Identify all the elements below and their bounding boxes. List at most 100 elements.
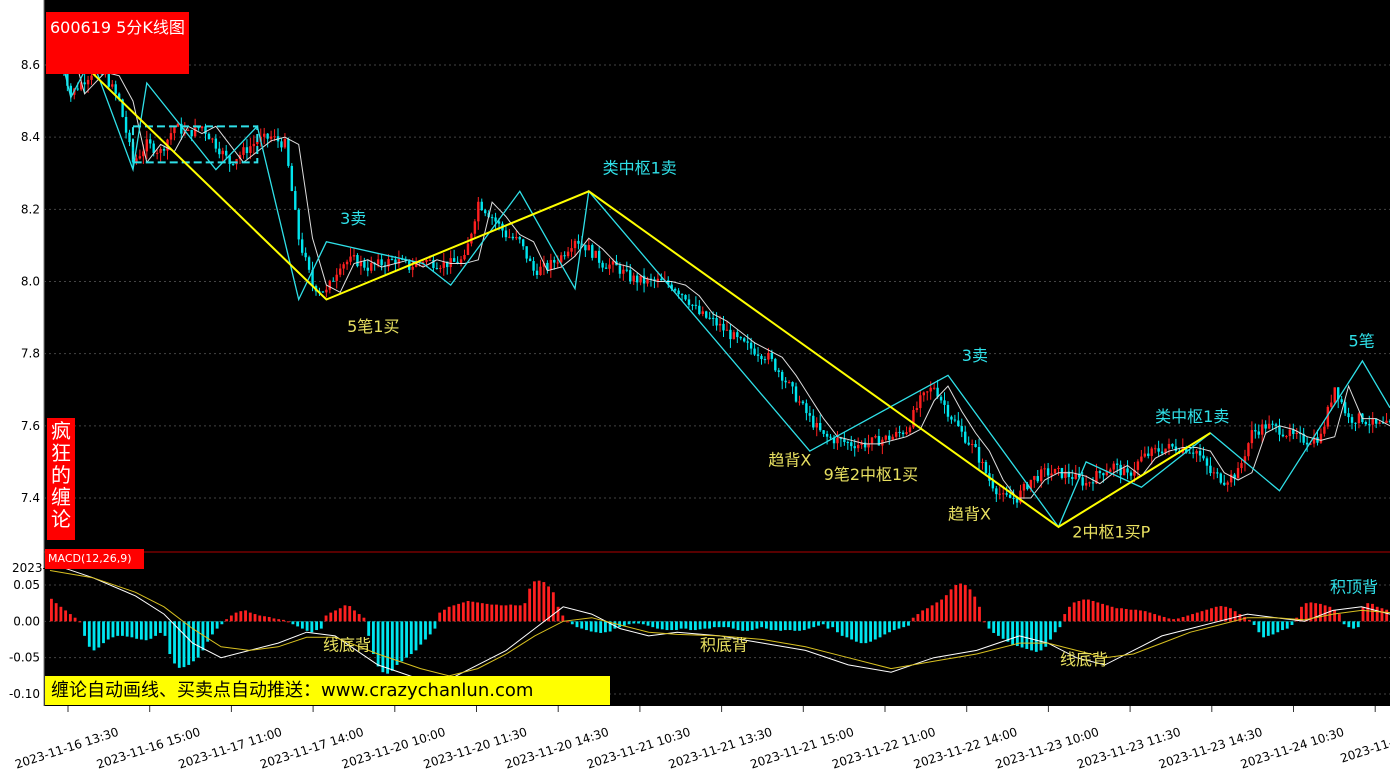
macd-bar (774, 621, 778, 631)
candle-body (1153, 448, 1157, 450)
candle-body (767, 352, 770, 360)
macd-bar (1271, 621, 1275, 635)
macd-bar (1086, 599, 1090, 622)
candle-body (929, 387, 932, 392)
macd-bar (1181, 616, 1185, 622)
candle-body (376, 259, 380, 265)
y-tick-label: 8.2 (21, 202, 40, 216)
macd-bar (329, 612, 333, 622)
candle-body (594, 250, 597, 258)
macd-bar (1167, 618, 1171, 622)
candle-body (1119, 464, 1122, 476)
annotation-label: 9笔2中枢1买 (824, 465, 919, 484)
candle-body (829, 436, 832, 438)
macd-bar (206, 621, 210, 642)
macd-bar (1318, 603, 1322, 622)
y-tick-label: 7.4 (21, 491, 40, 505)
macd-bar (940, 599, 944, 622)
candle-body (128, 132, 131, 143)
candle-body (1247, 443, 1250, 457)
candle-body (774, 358, 777, 371)
macd-bar (594, 621, 598, 633)
candle-body (124, 116, 128, 133)
candle-body (856, 444, 860, 449)
candle-body (86, 79, 90, 85)
macd-bar (603, 621, 607, 633)
macd-bar (930, 605, 934, 622)
candle-body (1371, 418, 1374, 425)
candle-body (497, 221, 501, 224)
macd-bar (528, 588, 532, 622)
macd-bar (561, 615, 565, 622)
macd-bar (1096, 602, 1100, 622)
candle-body (211, 138, 214, 140)
candle-body (1305, 442, 1309, 445)
candle-body (532, 261, 535, 271)
macd-bar (665, 621, 669, 631)
candle-body (846, 442, 850, 444)
candle-body (152, 143, 155, 154)
macd-bar (902, 621, 906, 628)
macd-bar (263, 616, 266, 622)
side-badge-char: 论 (51, 507, 71, 531)
candle-body (943, 400, 946, 405)
macd-bar (1011, 621, 1015, 645)
candle-body (1233, 474, 1236, 479)
candle-body (494, 217, 497, 222)
candle-body (1126, 468, 1129, 473)
macd-bar (1134, 609, 1138, 622)
macd-bar (1034, 621, 1038, 652)
candle-body (321, 291, 325, 293)
macd-bar (466, 600, 470, 622)
candle-body (573, 240, 577, 249)
candle-body (1098, 471, 1102, 474)
macd-bar (196, 621, 200, 658)
candle-body (411, 266, 414, 270)
candle-body (698, 305, 701, 314)
candle-body (256, 141, 259, 144)
macd-y-tick-label: -0.05 (9, 651, 40, 665)
macd-annotation-label: 线底背 (323, 635, 371, 654)
macd-bar (319, 621, 323, 629)
candle-body (1043, 468, 1046, 470)
candle-body (515, 236, 518, 239)
candle-body (577, 240, 580, 244)
candle-body (867, 443, 870, 448)
macd-bar (338, 608, 342, 622)
candle-body (117, 93, 121, 100)
macd-bar (405, 621, 408, 658)
macd-bar (1214, 606, 1218, 622)
candle-body (193, 126, 197, 137)
macd-dif-line (49, 562, 1390, 680)
macd-bar (978, 606, 981, 622)
macd-bar (310, 621, 314, 633)
candle-body (770, 352, 774, 359)
candle-body (891, 436, 894, 440)
macd-bar (428, 621, 432, 635)
candle-body (1188, 452, 1191, 454)
promo-banner[interactable]: 缠论自动画线、买卖点自动推送：www.crazychanlun.com (45, 676, 610, 705)
candle-body (307, 257, 311, 270)
candle-body (753, 348, 756, 355)
macd-bar (731, 621, 735, 629)
candle-body (915, 408, 919, 411)
candle-body (287, 139, 290, 166)
macd-bar (315, 621, 318, 631)
candle-body (984, 462, 988, 474)
candle-body (1364, 422, 1368, 425)
candle-body (1340, 399, 1343, 403)
candle-body (1250, 430, 1254, 444)
y-tick-label: 8.4 (21, 130, 40, 144)
candle-body (1281, 434, 1285, 437)
candle-body (1336, 387, 1340, 400)
macd-bar (1285, 621, 1289, 629)
candle-body (1350, 417, 1354, 423)
candle-body (850, 442, 853, 447)
candle-body (957, 420, 960, 427)
y-tick-label: 8.0 (21, 275, 40, 289)
macd-bar (1058, 621, 1062, 628)
macd-bar (97, 621, 101, 648)
candle-body (622, 269, 625, 274)
macd-bar (580, 621, 584, 629)
candle-body (549, 259, 553, 271)
